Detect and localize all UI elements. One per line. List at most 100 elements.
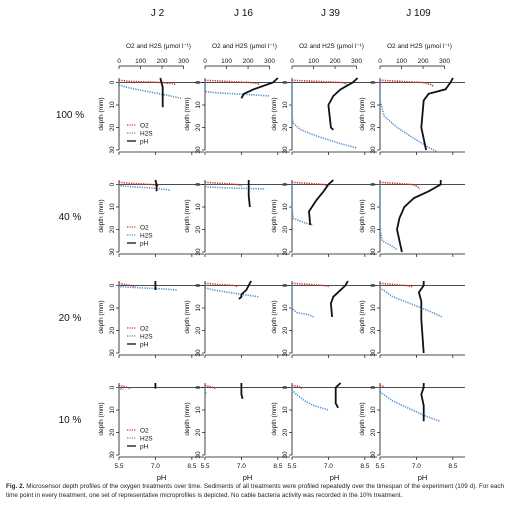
concentration-tick-label: 200 [243, 58, 254, 65]
depth-tick-label: 0 [195, 385, 202, 389]
ph-profile [334, 382, 342, 409]
depth-tick-label: 0 [282, 283, 289, 287]
concentration-tick-label: 200 [157, 58, 168, 65]
ph-profile [159, 77, 164, 108]
legend-label: O2 [140, 326, 149, 333]
depth-axis-label: depth (mm) [271, 199, 278, 232]
depth-tick-label: 30 [370, 248, 377, 256]
depth-tick-label: 10 [109, 304, 116, 312]
depth-tick-label: 20 [282, 429, 289, 437]
legend-label: O2 [140, 428, 149, 435]
depth-tick-label: 10 [370, 203, 377, 211]
h2s-profile [291, 285, 314, 318]
depth-tick-label: 30 [370, 146, 377, 154]
depth-tick-label: 10 [195, 203, 202, 211]
ph-tick-label: 8.5 [448, 463, 457, 470]
o2-profile [204, 79, 261, 86]
o2-profile [204, 384, 217, 390]
o2-profile [379, 79, 435, 88]
o2-profile [379, 181, 421, 190]
ph-tick-label: 7.0 [412, 463, 421, 470]
depth-tick-label: 0 [370, 283, 377, 287]
concentration-tick-label: 100 [135, 58, 146, 65]
concentration-tick-label: 100 [221, 58, 232, 65]
legend-label: H2S [140, 334, 153, 341]
column-header-j109: J 109 [406, 8, 431, 19]
figure-caption: Fig. 2. Microsensor depth profiles of th… [6, 483, 504, 500]
legend-label: H2S [140, 233, 153, 240]
ph-profile [240, 77, 279, 99]
ph-tick-label: 8.5 [360, 463, 369, 470]
ph-profile [329, 280, 349, 318]
depth-tick-label: 30 [109, 451, 116, 459]
o2-profile [291, 181, 328, 187]
concentration-tick-label: 0 [117, 58, 121, 65]
depth-tick-label: 0 [370, 385, 377, 389]
ph-tick-label: 8.5 [273, 463, 282, 470]
h2s-profile [379, 184, 398, 251]
depth-tick-label: 30 [109, 349, 116, 357]
panel-20-j109: 0 10 20 30 depth (mm) [359, 281, 465, 358]
concentration-tick-label: 100 [308, 58, 319, 65]
o2-profile [379, 384, 385, 389]
panel-40-j39: 0 10 20 30 depth (mm) [271, 179, 377, 257]
depth-tick-label: 10 [282, 101, 289, 109]
ph-profile [327, 77, 359, 131]
depth-axis-label: depth (mm) [359, 199, 366, 232]
depth-tick-label: 30 [282, 146, 289, 154]
ph-profile [240, 383, 244, 400]
depth-tick-label: 10 [109, 101, 116, 109]
o2-profile [291, 79, 348, 86]
panel-10-j16: 0 10 20 30 depth (mm) 5.5 7.0 8.5 pH [184, 383, 290, 482]
o2-profile [118, 79, 177, 86]
depth-tick-label: 20 [370, 226, 377, 234]
depth-tick-label: 20 [195, 226, 202, 234]
h2s-profile [379, 387, 441, 423]
depth-tick-label: 0 [109, 283, 116, 287]
depth-tick-label: 30 [195, 146, 202, 154]
o2-profile [291, 384, 303, 390]
depth-tick-label: 20 [370, 327, 377, 335]
column-header-j2: J 2 [151, 8, 165, 19]
depth-axis-label: depth (mm) [98, 300, 105, 333]
depth-tick-label: 10 [195, 304, 202, 312]
depth-tick-label: 20 [282, 124, 289, 132]
ph-profile [247, 180, 251, 208]
concentration-tick-label: 300 [351, 58, 362, 65]
ph-tick-label: 7.0 [237, 463, 246, 470]
o2-profile [204, 181, 242, 187]
depth-tick-label: 0 [195, 182, 202, 186]
legend-label: pH [140, 444, 149, 451]
depth-tick-label: 10 [195, 101, 202, 109]
depth-tick-label: 20 [195, 429, 202, 437]
o2-profile [204, 282, 238, 288]
depth-axis-label: depth (mm) [98, 97, 105, 130]
o2-profile [379, 282, 413, 288]
depth-tick-label: 0 [282, 385, 289, 389]
depth-tick-label: 20 [109, 429, 116, 437]
h2s-profile [118, 82, 182, 100]
depth-tick-label: 0 [282, 182, 289, 186]
legend-label: O2 [140, 123, 149, 130]
panel-40-j109: 0 10 20 30 depth (mm) [359, 180, 465, 257]
depth-axis-label: depth (mm) [184, 402, 191, 435]
concentration-tick-label: 200 [330, 58, 341, 65]
column-header-j16: J 16 [234, 8, 253, 19]
h2s-profile [118, 387, 124, 391]
depth-tick-label: 0 [370, 80, 377, 84]
h2s-profile [291, 184, 314, 226]
depth-axis-label: depth (mm) [184, 97, 191, 130]
o2-profile [118, 181, 159, 187]
depth-tick-label: 10 [282, 406, 289, 414]
concentration-axis-label: O2 and H2S (µmol l⁻¹) [299, 43, 364, 50]
depth-axis-label: depth (mm) [359, 300, 366, 333]
h2s-profile [204, 387, 207, 395]
depth-tick-label: 0 [195, 80, 202, 84]
depth-tick-label: 20 [282, 226, 289, 234]
depth-axis-label: depth (mm) [98, 199, 105, 232]
depth-axis-label: depth (mm) [271, 97, 278, 130]
concentration-axis-label: O2 and H2S (µmol l⁻¹) [126, 43, 191, 50]
